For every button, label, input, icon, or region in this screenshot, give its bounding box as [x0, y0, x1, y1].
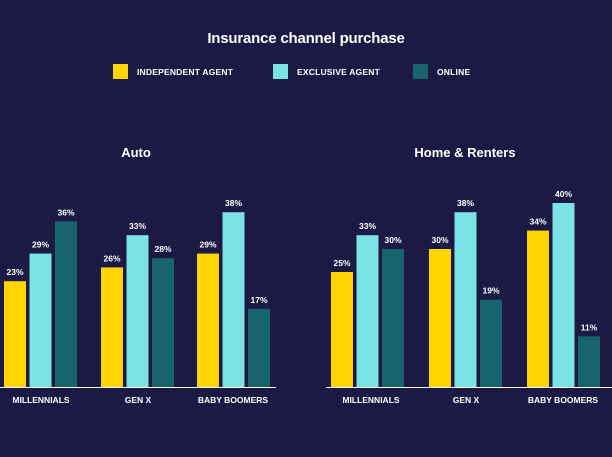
auto-category-label: MILLENNIALS	[12, 395, 69, 405]
auto-bar-exclusive-agent	[126, 235, 149, 387]
auto-data-label: 23%	[6, 267, 23, 277]
auto-bar-online	[248, 308, 270, 387]
home-renters-data-label: 40%	[555, 189, 572, 199]
auto-bar-exclusive-agent	[222, 212, 245, 387]
auto-data-label: 38%	[225, 198, 242, 208]
auto-bar-online	[55, 221, 77, 387]
home-renters-chart-title: Home & Renters	[414, 145, 515, 160]
auto-data-label: 29%	[199, 240, 216, 250]
auto-data-label: 26%	[103, 253, 120, 263]
home-renters-category-label: MILLENNIALS	[342, 395, 399, 405]
legend-label-exclusive-agent: EXCLUSIVE AGENT	[297, 66, 380, 77]
home-renters-data-label: 38%	[457, 198, 474, 208]
home-renters-data-label: 11%	[581, 322, 598, 332]
chart-title: Insurance channel purchase	[207, 30, 405, 47]
auto-data-label: 29%	[32, 240, 49, 250]
home-renters-bar-independent-agent	[527, 230, 549, 387]
auto-bar-online	[152, 258, 174, 387]
auto-data-label: 17%	[250, 295, 267, 305]
legend-swatch-exclusive-agent	[273, 64, 288, 79]
legend-item-exclusive-agent: EXCLUSIVE AGENT	[273, 64, 380, 79]
auto-bar-independent-agent	[101, 267, 123, 387]
home-renters-bar-exclusive-agent	[454, 212, 477, 387]
home-renters-data-label: 30%	[431, 235, 448, 245]
home-renters-bar-online	[578, 336, 600, 387]
home-renters-data-label: 30%	[384, 235, 401, 245]
home-renters-data-label: 25%	[333, 258, 350, 268]
legend-label-independent-agent: INDEPENDENT AGENT	[137, 66, 234, 77]
home-renters-bar-exclusive-agent	[552, 203, 575, 387]
auto-category-label: BABY BOOMERS	[198, 395, 269, 405]
home-renters-category-label: BABY BOOMERS	[528, 395, 599, 405]
legend-item-online: ONLINE	[413, 64, 470, 79]
home-renters-bar-independent-agent	[429, 249, 451, 387]
auto-bar-independent-agent	[4, 281, 26, 387]
home-renters-data-label: 34%	[529, 217, 546, 227]
auto-data-label: 33%	[129, 221, 146, 231]
auto-bar-independent-agent	[197, 253, 219, 387]
home-renters-bar-independent-agent	[331, 272, 353, 387]
home-renters-category-label: GEN X	[453, 395, 480, 405]
legend-item-independent-agent: INDEPENDENT AGENT	[113, 64, 233, 79]
legend-label-online: ONLINE	[437, 66, 471, 77]
home-renters-bar-exclusive-agent	[356, 235, 379, 387]
home-renters-bar-online	[480, 299, 502, 387]
auto-bar-exclusive-agent	[29, 253, 52, 387]
home-renters-data-label: 33%	[359, 221, 376, 231]
home-renters-bar-online	[382, 249, 404, 387]
home-renters-data-label: 19%	[482, 286, 499, 296]
auto-data-label: 36%	[57, 207, 74, 217]
legend-swatch-online	[413, 64, 428, 79]
auto-category-label: GEN X	[125, 395, 152, 405]
legend-swatch-independent-agent	[113, 64, 128, 79]
auto-data-label: 28%	[154, 244, 171, 254]
auto-chart-title: Auto	[121, 145, 151, 160]
